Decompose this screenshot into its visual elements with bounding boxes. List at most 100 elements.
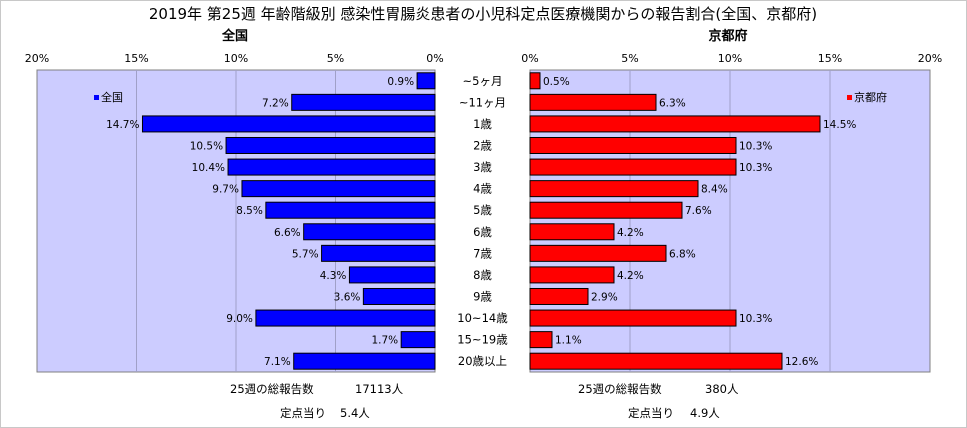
national-total-label: 25週の総報告数 (230, 382, 314, 396)
right-bar (529, 115, 821, 133)
right-value-label: 2.9% (591, 291, 618, 303)
right-tick-label: 10% (718, 52, 742, 65)
right-bar (529, 331, 553, 349)
kyoto-total-label: 25週の総報告数 (578, 382, 662, 396)
right-value-label: 6.8% (669, 248, 696, 260)
category-label: 15~19歳 (457, 333, 508, 347)
kyoto-total-value: 380人 (705, 382, 739, 396)
chart-title: 2019年 第25週 年齢階級別 感染性胃腸炎患者の小児科定点医療機関からの報告… (149, 5, 817, 23)
left-value-label: 5.7% (292, 248, 319, 260)
right-tick-label: 20% (918, 52, 942, 65)
kyoto-per-site-value: 4.9人 (690, 406, 720, 420)
left-value-label: 9.7% (212, 184, 239, 196)
left-value-label: 9.0% (226, 313, 253, 325)
left-value-labels: 0.9% 7.2% 14.7% 10.5% 10.4% 9.7% 8.5% 6.6% 5.7%4… (106, 76, 414, 368)
right-value-label: 1.1% (555, 335, 582, 347)
left-panel-title: 全国 (221, 28, 248, 44)
left-value-label: 7.1% (264, 356, 291, 368)
left-value-label: 0.9% (387, 76, 414, 88)
left-value-label: 8.5% (236, 205, 263, 217)
right-value-label: 10.3% (739, 162, 772, 174)
category-label: 7歳 (473, 246, 492, 260)
category-label: 6歳 (473, 225, 492, 239)
left-bar (348, 266, 436, 284)
right-value-label: 7.6% (685, 205, 712, 217)
left-bars (141, 72, 436, 370)
national-total-value: 17113人 (355, 382, 404, 396)
left-value-label: 4.3% (320, 270, 347, 282)
right-legend: 京都府 (847, 90, 887, 104)
left-bar (227, 158, 436, 176)
right-value-label: 8.4% (701, 184, 728, 196)
left-bar (303, 223, 436, 241)
category-label: ~11ヶ月 (459, 95, 506, 109)
left-value-label: 6.6% (274, 227, 301, 239)
right-bar (529, 352, 783, 370)
left-bar (321, 244, 436, 262)
right-bar (529, 244, 667, 262)
left-bar (416, 72, 436, 90)
left-legend-swatch (94, 95, 99, 100)
left-tick-label: 10% (224, 52, 248, 65)
kyoto-per-site-label: 定点当り (628, 406, 674, 420)
right-tick-label: 0% (521, 52, 538, 65)
right-bar (529, 93, 657, 111)
category-labels: ~5ヶ月 ~11ヶ月 1歳 2歳 3歳 4歳 5歳 6歳 7歳 8歳 9歳 10~14歳 15~19歳 2… (457, 74, 508, 368)
right-value-label: 6.3% (659, 97, 686, 109)
left-tick-label: 0% (426, 52, 443, 65)
category-label: 3歳 (473, 160, 492, 174)
right-bar (529, 136, 737, 154)
right-value-label: 0.5% (543, 76, 570, 88)
left-value-label: 10.5% (190, 140, 223, 152)
category-label: 5歳 (473, 203, 492, 217)
left-bar (362, 287, 436, 305)
right-bar (529, 201, 683, 219)
right-bar (529, 287, 589, 305)
right-legend-swatch (847, 95, 852, 100)
left-bar (400, 331, 436, 349)
right-tick-labels: 0% 5% 10% 15% 20% (521, 52, 942, 65)
left-value-label: 10.4% (192, 162, 225, 174)
right-tick-label: 5% (621, 52, 638, 65)
right-bar (529, 223, 615, 241)
left-bar (141, 115, 436, 133)
right-legend-label: 京都府 (854, 90, 887, 104)
right-value-label: 4.2% (617, 227, 644, 239)
left-tick-label: 20% (25, 52, 49, 65)
category-label: 1歳 (473, 117, 492, 131)
right-bar (529, 158, 737, 176)
right-panel-title: 京都府 (708, 28, 747, 44)
left-value-label: 3.6% (334, 291, 361, 303)
category-label: 8歳 (473, 268, 492, 282)
right-bar (529, 309, 737, 327)
right-tick-label: 15% (818, 52, 842, 65)
right-bar (529, 266, 615, 284)
left-value-label: 14.7% (106, 119, 139, 131)
right-value-label: 10.3% (739, 140, 772, 152)
left-bar (255, 309, 436, 327)
left-tick-labels: 20% 15% 10% 5% 0% (25, 52, 444, 65)
left-value-label: 1.7% (371, 335, 398, 347)
right-value-label: 10.3% (739, 313, 772, 325)
left-bar (291, 93, 436, 111)
category-label: ~5ヶ月 (463, 74, 503, 88)
right-bar (529, 180, 699, 198)
national-per-site-value: 5.4人 (340, 406, 370, 420)
right-value-label: 12.6% (785, 356, 818, 368)
left-value-label: 7.2% (262, 97, 289, 109)
category-label: 9歳 (473, 289, 492, 303)
left-legend-label: 全国 (101, 90, 123, 104)
category-label: 4歳 (473, 182, 492, 196)
right-value-label: 14.5% (823, 119, 856, 131)
national-per-site-label: 定点当り (280, 406, 326, 420)
left-legend: 全国 (94, 90, 123, 104)
right-bars (529, 72, 821, 370)
right-bar (529, 72, 541, 90)
left-tick-label: 15% (124, 52, 148, 65)
category-label: 20歳以上 (458, 354, 507, 368)
left-bar (265, 201, 436, 219)
category-label: 10~14歳 (457, 311, 508, 325)
left-bar (225, 136, 436, 154)
category-label: 2歳 (473, 138, 492, 152)
